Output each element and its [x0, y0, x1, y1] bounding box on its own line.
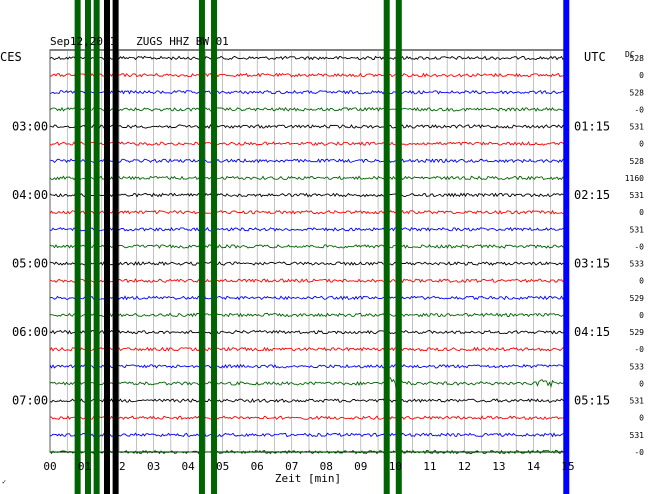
dc-offset-labels: 528 0 528 -0 531 0 528 1160 531 0 531 -0 533 0 529 0 529… — [625, 54, 644, 457]
plot-grid — [49, 49, 569, 453]
event-bar — [93, 0, 100, 494]
x-tick-label: 03 — [147, 460, 160, 473]
trace-line — [49, 449, 568, 455]
right-time-label: 05:15 — [574, 394, 610, 408]
right-timezone-label: UTC — [584, 50, 606, 64]
x-tick-label: 15 — [561, 460, 574, 473]
trace-line — [49, 363, 568, 369]
dc-header-label: DC — [625, 50, 635, 59]
event-bar — [112, 0, 119, 494]
x-tick-label: 09 — [354, 460, 367, 473]
x-tick-label: 01 — [78, 460, 91, 473]
x-tick-labels: 00 01 02 03 04 05 06 07 08 09 10 11 12 13 14 15 — [43, 460, 574, 473]
trace-line — [49, 55, 568, 61]
left-time-label: 05:00 — [12, 257, 48, 271]
x-axis-label: Zeit [min] — [275, 472, 341, 485]
dc-offset-label: 529 — [630, 328, 645, 337]
x-tick-label: 10 — [389, 460, 402, 473]
dc-offset-label: 533 — [630, 362, 645, 371]
right-time-label: 03:15 — [574, 257, 610, 271]
dc-offset-label: 531 — [630, 397, 645, 406]
x-tick-label: 13 — [492, 460, 505, 473]
dc-offset-label: 1160 — [625, 174, 644, 183]
dc-offset-label: -0 — [634, 345, 644, 354]
trace-line — [49, 141, 568, 147]
dc-offset-label: -0 — [634, 242, 644, 251]
x-tick-label: 12 — [458, 460, 471, 473]
x-tick-label: 04 — [182, 460, 196, 473]
dc-offset-label: 531 — [630, 191, 645, 200]
trace-line — [49, 329, 568, 335]
dc-offset-label: 0 — [639, 311, 644, 320]
event-bar — [383, 0, 390, 494]
dc-offset-label: -0 — [634, 105, 644, 114]
dc-offset-label: 528 — [630, 54, 645, 63]
event-bars — [74, 0, 570, 494]
left-time-label: 07:00 — [12, 394, 48, 408]
trace-line — [49, 295, 568, 301]
trace-group — [49, 55, 568, 455]
x-tick-label: 07 — [285, 460, 298, 473]
dc-offset-label: 531 — [630, 431, 645, 440]
dc-offset-label: 0 — [639, 414, 644, 423]
trace-line — [50, 226, 568, 232]
dc-offset-label: 528 — [630, 157, 645, 166]
dc-offset-label: 528 — [630, 88, 645, 97]
left-timezone-label: CES — [0, 50, 22, 64]
x-tick-label: 06 — [251, 460, 264, 473]
event-bar — [103, 0, 110, 494]
plot-title: Sep12,2011 ZUGS HHZ BW 01 — [50, 35, 229, 48]
dc-offset-label: 531 — [630, 123, 645, 132]
trace-line — [49, 346, 568, 352]
trace-line — [49, 72, 568, 78]
dc-offset-label: 0 — [639, 71, 644, 80]
x-tick-label: 02 — [112, 460, 125, 473]
event-bar — [211, 0, 218, 494]
dc-offset-label: 529 — [630, 294, 645, 303]
trace-line — [49, 175, 568, 181]
dc-offset-label: -0 — [634, 448, 644, 457]
trace-line — [49, 312, 568, 318]
right-time-label: 04:15 — [574, 325, 610, 339]
corner-mark: ✓ — [2, 478, 6, 486]
right-time-label: 02:15 — [574, 188, 610, 202]
trace-line — [49, 415, 568, 421]
trace-line — [49, 278, 568, 284]
trace-line — [49, 89, 568, 95]
trace-line — [49, 209, 568, 215]
x-tick-label: 08 — [320, 460, 333, 473]
right-time-label: 01:15 — [574, 120, 610, 134]
trace-line — [50, 432, 568, 438]
left-time-label: 04:00 — [12, 188, 48, 202]
dc-offset-label: 533 — [630, 260, 645, 269]
left-time-labels: 03:00 04:00 05:00 06:00 07:00 — [12, 120, 48, 408]
trace-line — [49, 123, 568, 129]
trace-line — [49, 192, 568, 198]
dc-offset-label: 0 — [639, 379, 644, 388]
right-time-labels: 01:15 02:15 03:15 04:15 05:15 — [574, 120, 610, 408]
event-bar — [395, 0, 402, 494]
trace-line — [49, 158, 568, 164]
x-tick-label: 00 — [43, 460, 56, 473]
event-bar — [84, 0, 91, 494]
event-bar — [198, 0, 205, 494]
trace-line — [49, 398, 568, 403]
trace-line — [49, 106, 568, 112]
left-time-label: 03:00 — [12, 120, 48, 134]
dc-offset-label: 0 — [639, 208, 644, 217]
trace-line — [49, 244, 568, 249]
event-bar — [563, 0, 570, 494]
left-time-label: 06:00 — [12, 325, 48, 339]
x-tick-label: 05 — [216, 460, 229, 473]
dc-offset-label: 0 — [639, 140, 644, 149]
x-tick-label: 14 — [527, 460, 541, 473]
trace-line — [49, 261, 568, 267]
x-tick-label: 11 — [423, 460, 436, 473]
trace-line — [49, 377, 568, 390]
dc-offset-label: 531 — [630, 225, 645, 234]
event-bar — [74, 0, 81, 494]
dc-offset-label: 0 — [639, 277, 644, 286]
